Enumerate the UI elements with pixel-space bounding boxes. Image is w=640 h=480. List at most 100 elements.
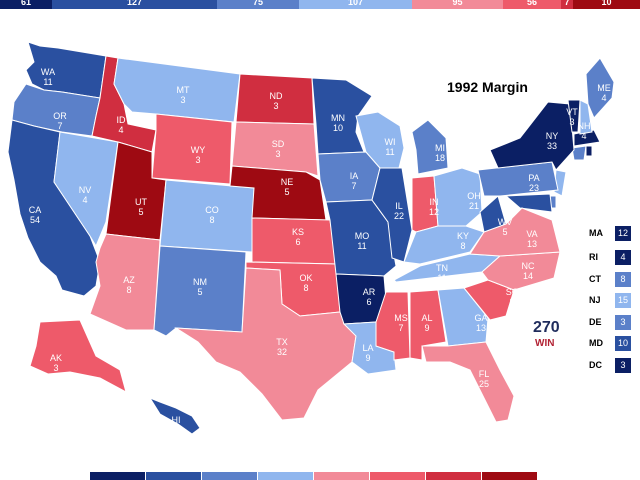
state-fl[interactable]: [421, 341, 515, 423]
state-label-ev: 3: [569, 117, 574, 127]
legend-swatch: [146, 472, 201, 480]
state-label-abbr: IA: [350, 171, 359, 181]
state-ct[interactable]: [571, 145, 587, 161]
state-label-ev: 8: [509, 297, 514, 307]
270towin-logo[interactable]: 270 WIN: [532, 319, 570, 351]
map-title: 1992 Margin: [447, 79, 528, 95]
state-label-abbr: WV: [498, 217, 513, 227]
state-label-ev: 33: [547, 141, 557, 151]
state-ks[interactable]: [251, 217, 337, 265]
state-label-ev: 7: [351, 181, 356, 191]
logo-number: 270: [533, 319, 560, 336]
state-me[interactable]: [585, 57, 615, 119]
state-label-ev: 11: [43, 77, 52, 87]
state-label-ev: 5: [502, 227, 507, 237]
state-label-abbr: HI: [172, 415, 181, 425]
state-label-abbr: NE: [281, 177, 294, 187]
state-abbr: CT: [589, 274, 601, 284]
state-label-ev: 18: [435, 153, 445, 163]
state-abbr: NJ: [589, 295, 601, 305]
state-label-abbr: MN: [331, 113, 345, 123]
tally-segment: 127: [52, 0, 217, 9]
small-state-row[interactable]: MA 12: [585, 226, 633, 242]
state-label-abbr: SC: [506, 287, 519, 297]
state-label-abbr: MS: [394, 313, 408, 323]
tally-segment: 107: [299, 0, 412, 9]
small-state-row[interactable]: RI 4: [585, 250, 633, 266]
state-sc[interactable]: [463, 279, 515, 321]
legend-swatch: [426, 472, 481, 480]
state-label-abbr: TX: [276, 337, 288, 347]
state-label-abbr: MO: [355, 231, 370, 241]
state-wv[interactable]: [479, 195, 507, 233]
legend-swatch: [90, 472, 145, 480]
state-wy[interactable]: [151, 113, 233, 185]
state-mi[interactable]: [411, 119, 449, 175]
state-ny[interactable]: [489, 101, 575, 171]
state-label-ev: 9: [424, 323, 429, 333]
state-label-abbr: NV: [79, 185, 92, 195]
state-label-abbr: NM: [193, 277, 207, 287]
state-label-ev: 6: [295, 237, 300, 247]
state-ev-box: 3: [615, 358, 631, 373]
state-vt[interactable]: [567, 99, 581, 133]
state-pa[interactable]: [477, 161, 559, 197]
state-tx[interactable]: [174, 267, 357, 421]
state-sd[interactable]: [231, 121, 319, 177]
state-label-ev: 8: [303, 283, 308, 293]
state-il[interactable]: [371, 167, 413, 263]
small-state-row[interactable]: DE 3: [585, 315, 633, 331]
legend-swatch: [314, 472, 369, 480]
state-ky[interactable]: [403, 225, 485, 265]
state-label-ev: 5: [284, 187, 289, 197]
state-md[interactable]: [504, 193, 553, 213]
state-co[interactable]: [159, 179, 255, 253]
state-label-ev: 3: [53, 363, 58, 373]
state-label-abbr: FL: [479, 369, 490, 379]
state-label-abbr: AL: [421, 313, 432, 323]
state-label-ev: 25: [479, 379, 489, 389]
state-label-abbr: VA: [526, 229, 537, 239]
tally-segment: 75: [217, 0, 299, 9]
state-wi[interactable]: [355, 111, 405, 173]
state-abbr: MA: [589, 228, 603, 238]
state-ri[interactable]: [585, 145, 593, 157]
state-label-ev: 4: [173, 425, 178, 435]
state-label-ev: 23: [529, 183, 539, 193]
legend-swatch: [258, 472, 313, 480]
small-state-row[interactable]: DC 3: [585, 358, 633, 374]
state-label-ev: 22: [394, 211, 404, 221]
state-mn[interactable]: [311, 77, 373, 155]
small-state-row[interactable]: CT 8: [585, 272, 633, 288]
tally-segment: 61: [0, 0, 52, 9]
state-label-abbr: WI: [385, 137, 396, 147]
state-label-ev: 21: [469, 201, 479, 211]
state-label-ev: 3: [180, 95, 185, 105]
state-label-abbr: LA: [362, 343, 373, 353]
state-va[interactable]: [469, 207, 561, 257]
state-label-abbr: KY: [457, 231, 469, 241]
state-label-ev: 10: [333, 123, 343, 133]
state-label-ev: 13: [476, 323, 486, 333]
small-state-row[interactable]: MD 10: [585, 336, 633, 352]
state-label-ev: 3: [275, 149, 280, 159]
state-label-ev: 4: [82, 195, 87, 205]
state-nh[interactable]: [579, 99, 593, 135]
state-abbr: DC: [589, 360, 602, 370]
state-label-ev: 11: [437, 273, 446, 283]
state-label-ev: 11: [357, 241, 366, 251]
state-ev-box: 10: [615, 336, 631, 351]
small-state-row[interactable]: NJ 15: [585, 293, 633, 309]
margin-color-legend: [90, 472, 540, 480]
state-hi[interactable]: [148, 396, 201, 435]
state-ak[interactable]: [29, 319, 127, 393]
state-label-ev: 9: [365, 353, 370, 363]
state-label-abbr: NC: [522, 261, 535, 271]
state-label-abbr: WA: [41, 67, 55, 77]
state-ms[interactable]: [375, 291, 411, 361]
state-label-abbr: ME: [597, 83, 611, 93]
state-label-abbr: NH: [578, 121, 591, 131]
state-label-ev: 4: [581, 131, 586, 141]
state-label-abbr: AZ: [123, 275, 135, 285]
